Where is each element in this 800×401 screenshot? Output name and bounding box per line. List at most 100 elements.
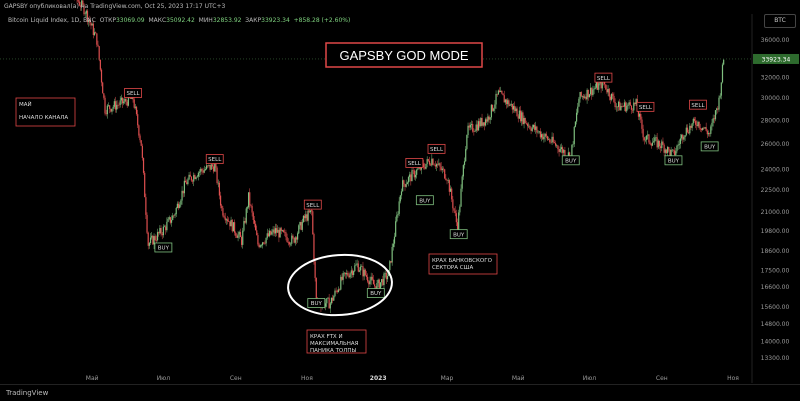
candle-body — [292, 235, 294, 238]
candle-body — [663, 144, 665, 153]
candle-body — [547, 139, 550, 140]
candle-body — [648, 134, 650, 143]
sell-signal-label: SELL — [306, 203, 320, 209]
highlight-circle — [287, 253, 393, 317]
candle-body — [644, 139, 647, 141]
candle-body — [291, 235, 293, 244]
candle-body — [256, 230, 258, 236]
candle-body — [714, 110, 717, 120]
candle-body — [166, 221, 168, 231]
candle-body — [99, 59, 101, 70]
candle-body — [702, 127, 704, 130]
candle-body — [540, 134, 543, 138]
candle-body — [278, 229, 280, 238]
candle-body — [409, 174, 411, 178]
candle-body — [160, 227, 162, 234]
candle-body — [205, 165, 208, 170]
candle-body — [467, 125, 469, 136]
candle-body — [368, 281, 370, 285]
buy-signal-label: BUY — [419, 198, 431, 204]
candle-body — [384, 273, 386, 274]
candle-body — [479, 121, 481, 127]
candle-body — [410, 174, 412, 182]
current-price-label: 33923.34 — [762, 56, 791, 63]
candle-body — [194, 175, 196, 179]
candle-body — [596, 82, 599, 90]
y-tick-label: 16600.00 — [761, 284, 790, 291]
candle-body — [244, 221, 246, 223]
candle-body — [88, 19, 90, 22]
candle-body — [500, 90, 502, 93]
candle-body — [453, 208, 455, 211]
candle-body — [582, 96, 585, 98]
candle-body — [228, 221, 230, 222]
candle-body — [461, 176, 463, 189]
candle-body — [468, 125, 470, 128]
sell-signal-label: SELL — [208, 157, 222, 163]
current-price-badge — [753, 53, 799, 64]
candle-body — [332, 297, 334, 301]
candle-body — [163, 226, 166, 228]
candle-body — [233, 222, 236, 233]
currency-badge[interactable]: BTC — [764, 14, 796, 28]
high-value: 35092.42 — [166, 17, 195, 24]
candle-body — [109, 105, 111, 109]
candle-body — [528, 125, 530, 127]
candle-body — [577, 106, 579, 113]
candle-body — [634, 102, 636, 105]
candle-body — [300, 222, 302, 230]
candle-body — [200, 168, 202, 172]
symbol-name[interactable]: Bitcoin Liquid Index, 1D, BNC — [8, 17, 96, 24]
candle-body — [544, 133, 546, 137]
x-tick-label: Ноя — [727, 375, 739, 382]
candle-body — [113, 101, 115, 107]
candle-body — [649, 142, 651, 145]
candle-body — [270, 230, 272, 235]
candle-body — [609, 96, 612, 100]
candle-body — [245, 208, 247, 223]
candle-body — [630, 105, 633, 110]
candle-body — [496, 93, 498, 95]
candle-body — [127, 94, 129, 106]
candle-body — [83, 4, 85, 15]
annotation-text: КРАХ FTX И — [310, 334, 343, 340]
candle-body — [655, 137, 657, 138]
candle-body — [239, 232, 242, 238]
candle-body — [484, 119, 487, 126]
candle-body — [271, 232, 273, 235]
candle-body — [435, 164, 438, 167]
candle-body — [419, 166, 421, 170]
candle-body — [651, 142, 654, 146]
y-tick-label: 19800.00 — [761, 228, 790, 235]
candle-body — [693, 118, 696, 121]
candle-body — [474, 130, 476, 132]
candle-body — [521, 112, 523, 122]
candle-body — [592, 89, 594, 96]
candle-body — [383, 273, 385, 286]
candle-body — [263, 242, 265, 244]
tradingview-logo[interactable]: TradingView — [6, 389, 49, 397]
candle-body — [512, 106, 515, 110]
candle-body — [137, 114, 139, 126]
candle-body — [579, 92, 581, 99]
candle-body — [144, 172, 146, 198]
candle-body — [81, 0, 83, 7]
candle-body — [546, 136, 549, 140]
candle-body — [613, 95, 615, 102]
candle-body — [177, 203, 180, 208]
candle-body — [449, 188, 452, 192]
candle-body — [203, 169, 205, 173]
candle-body — [381, 279, 383, 283]
candle-body — [603, 82, 606, 85]
x-tick-label: Июл — [157, 375, 171, 382]
candle-body — [371, 276, 373, 280]
candle-body — [654, 137, 656, 142]
annotation-text: КРАХ БАНКОВСКОГО — [432, 258, 493, 264]
candle-body — [299, 222, 301, 226]
candle-body — [589, 87, 592, 95]
candle-body — [591, 87, 593, 96]
candle-body — [149, 237, 152, 244]
candle-body — [353, 271, 355, 275]
candle-body — [432, 158, 434, 165]
